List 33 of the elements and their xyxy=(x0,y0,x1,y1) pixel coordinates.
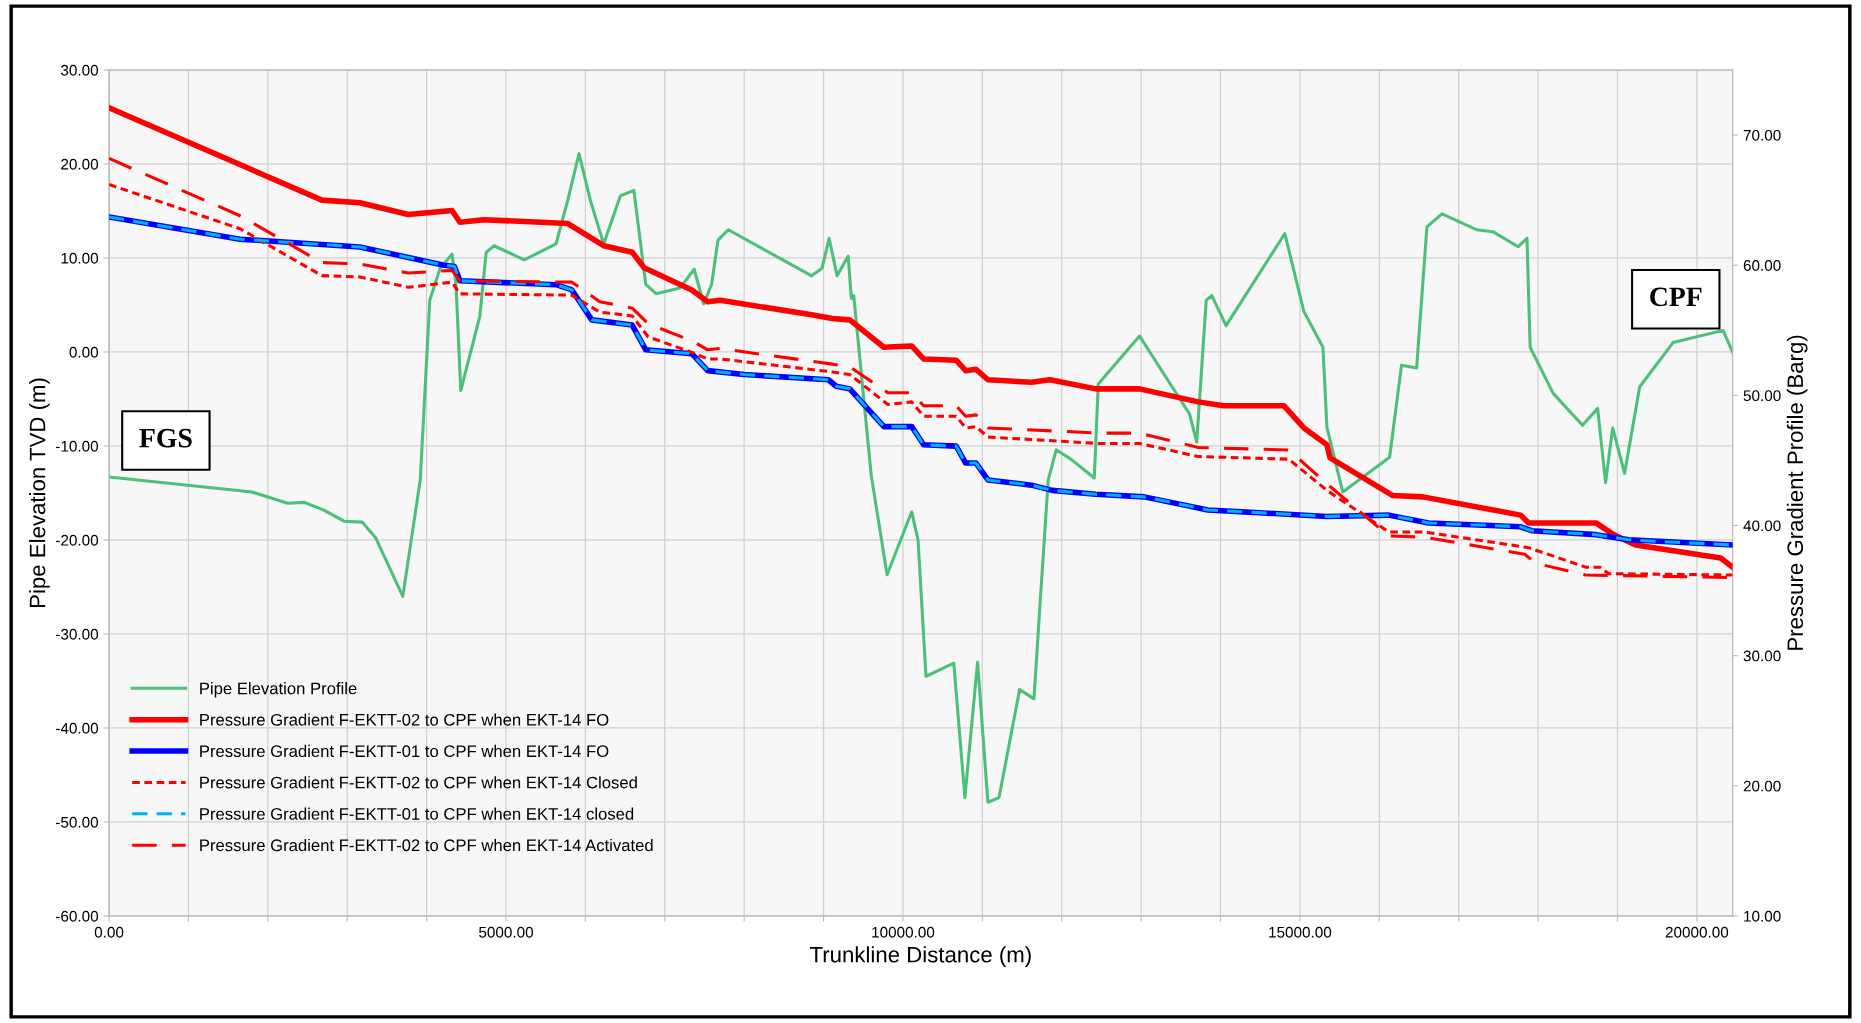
y2-tick-label: 20.00 xyxy=(1743,780,1781,792)
y2-axis-title: Pressure Gradient Profile (Barg) xyxy=(1786,335,1808,650)
y-tick-label: 30.00 xyxy=(60,64,99,76)
y-tick-label: -40.00 xyxy=(56,722,99,734)
legend-label: Pressure Gradient F-EKTT-01 to CPF when EKT-14 closed xyxy=(200,807,634,820)
y2-tick-label: 70.00 xyxy=(1743,129,1781,141)
legend-label: Pressure Gradient F-EKTT-02 to CPF when EKT-14 Activated xyxy=(200,838,653,852)
annotation: FGS xyxy=(139,428,192,448)
y-tick-label: -30.00 xyxy=(56,628,99,640)
x-axis-title: Trunkline Distance (m) xyxy=(809,946,1031,967)
y-axis-title: Pipe Elevation TVD (m) xyxy=(29,378,50,608)
legend-label: Pressure Gradient F-EKTT-02 to CPF when EKT-14 FO xyxy=(200,713,609,726)
y-tick-label: 0.00 xyxy=(69,346,99,358)
y2-tick-label: 50.00 xyxy=(1743,390,1781,402)
y2-tick-label: 30.00 xyxy=(1743,650,1781,662)
legend-label: Pipe Elevation Profile xyxy=(200,682,357,698)
x-tick-label: 5000.00 xyxy=(479,926,534,938)
x-tick-label: 15000.00 xyxy=(1269,926,1332,938)
legend-label: Pressure Gradient F-EKTT-02 to CPF when EKT-14 Closed xyxy=(200,776,637,789)
x-tick-label: 0.00 xyxy=(94,926,124,938)
y2-tick-label: 10.00 xyxy=(1744,910,1781,922)
y-tick-label: -20.00 xyxy=(56,534,99,546)
annotation: CPF xyxy=(1650,287,1702,307)
y-tick-label: -50.00 xyxy=(56,816,99,828)
y-tick-label: 20.00 xyxy=(61,158,99,170)
legend-label: Pressure Gradient F-EKTT-01 to CPF when EKT-14 FO xyxy=(200,744,609,758)
y-tick-label: -60.00 xyxy=(56,910,99,922)
y2-tick-label: 60.00 xyxy=(1743,260,1781,271)
x-tick-label: 10000.00 xyxy=(872,926,935,938)
y2-tick-label: 40.00 xyxy=(1743,520,1781,532)
x-tick-label: 20000.00 xyxy=(1665,926,1729,938)
y-tick-label: 10.00 xyxy=(61,252,99,264)
y-tick-label: -10.00 xyxy=(56,440,99,452)
